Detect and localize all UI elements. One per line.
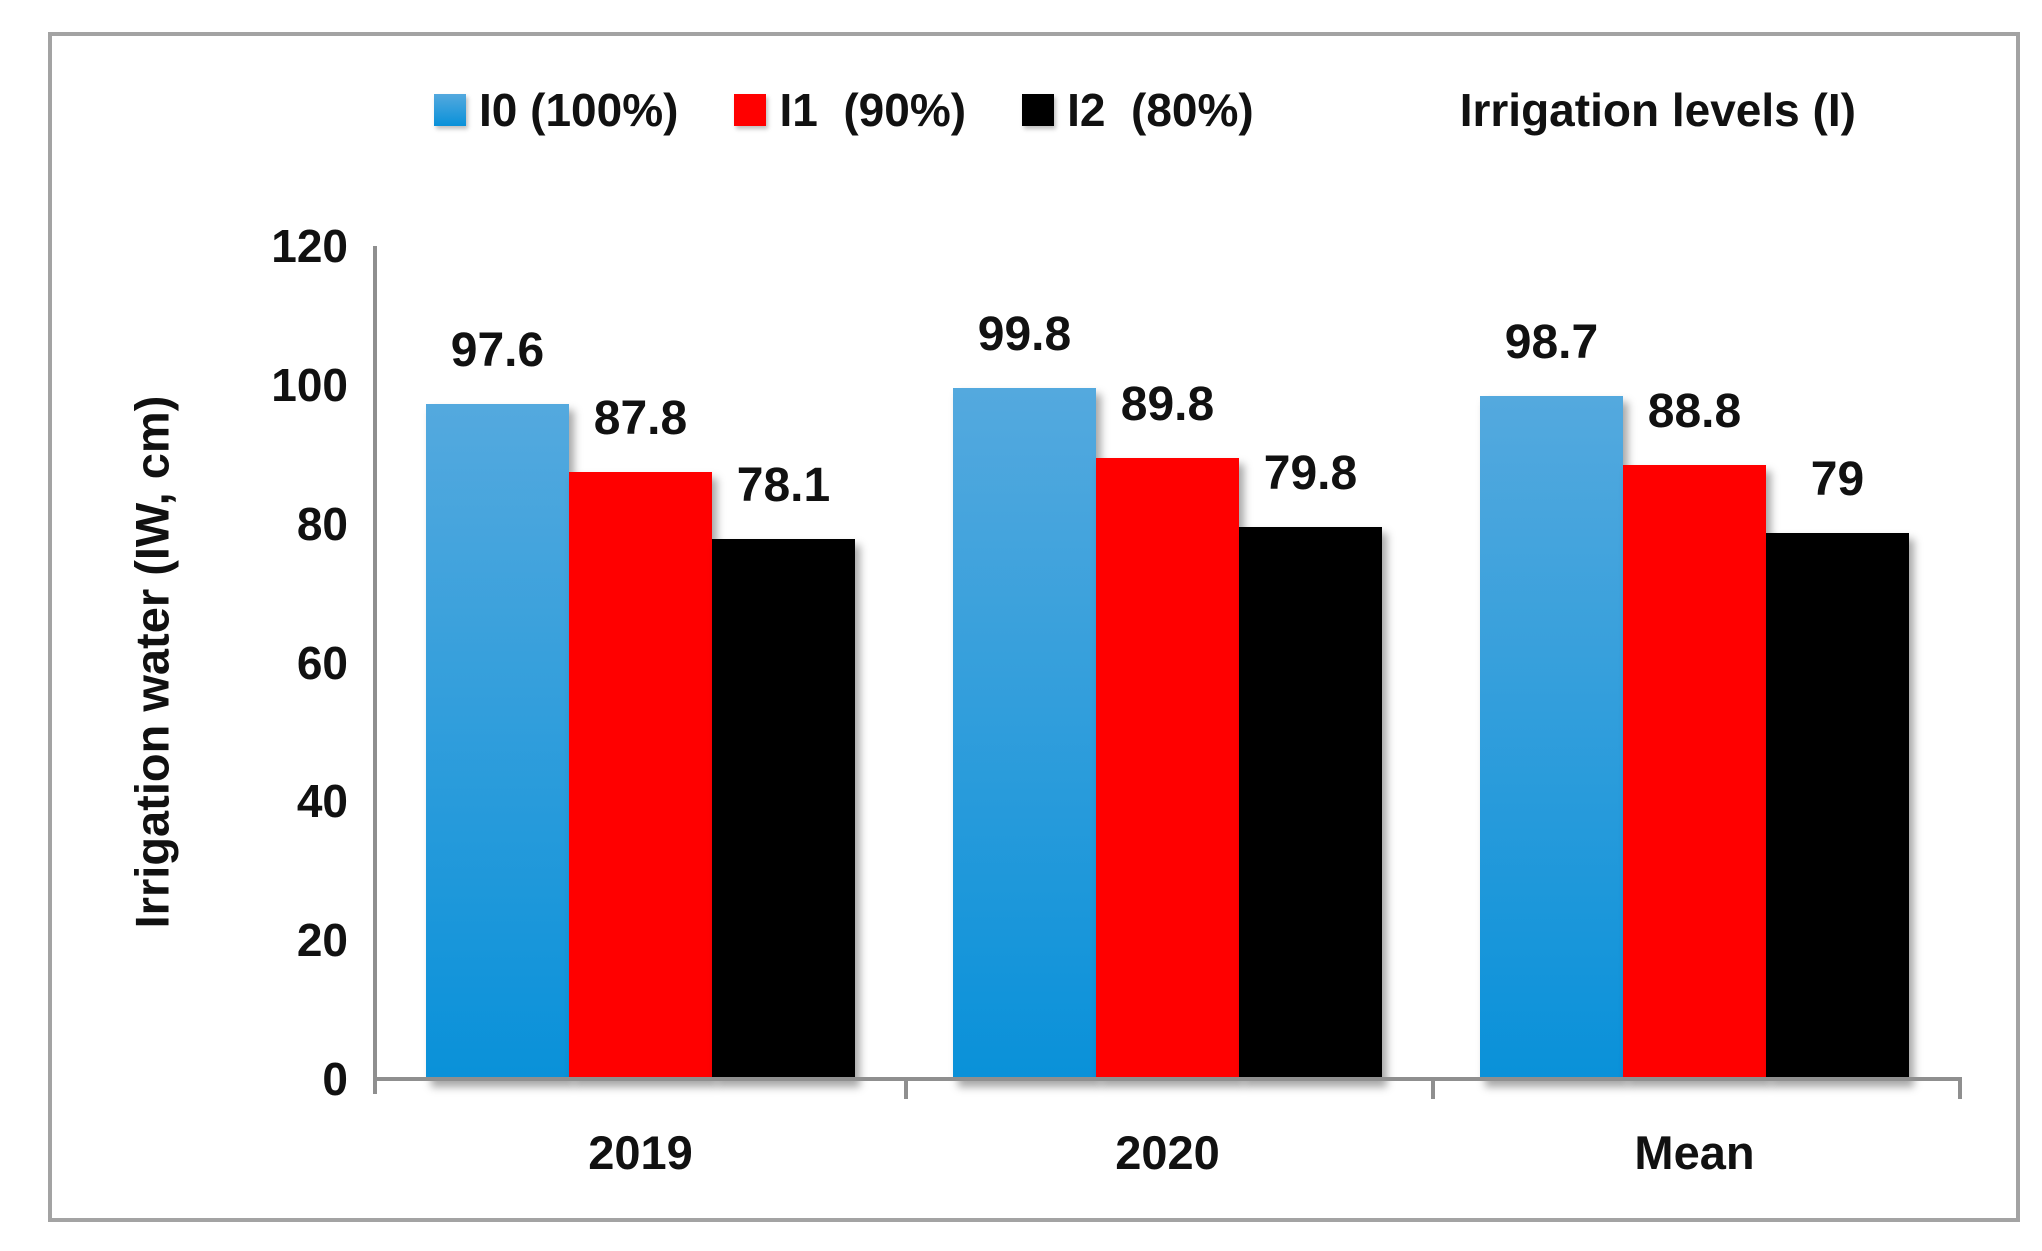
x-category-label: 2019	[588, 1126, 693, 1179]
chart-frame: I0 (100%) I1 (90%) I2 (80%) Irrigation leve…	[48, 32, 2020, 1222]
bar: 88.8	[1623, 385, 1766, 1081]
bar: 97.6	[426, 324, 569, 1081]
y-tick-label: 100	[271, 358, 348, 411]
legend: I0 (100%) I1 (90%) I2 (80%) Irrigation leve…	[434, 84, 1856, 136]
y-tick-label: 0	[322, 1053, 348, 1105]
legend-label: I0 (100%)	[479, 84, 679, 136]
bar-value-label: 99.8	[977, 308, 1072, 362]
axis-tick	[1958, 1077, 1962, 1099]
y-tick-label: 120	[271, 220, 348, 272]
y-axis-tick-labels: 0 20 40 60 80 100 120	[52, 36, 352, 1218]
axis-tick	[1431, 1077, 1435, 1099]
legend-label: I2 (80%)	[1067, 84, 1254, 136]
legend-swatch	[434, 94, 466, 126]
axis-tick	[904, 1077, 908, 1099]
bar-value-label: 79.8	[1263, 447, 1358, 501]
bar-value-label: 97.6	[450, 323, 545, 377]
bar-group: 99.8 89.8 79.8	[953, 246, 1382, 1081]
legend-item: I0 (100%)	[434, 83, 678, 137]
bar: 99.8	[953, 308, 1096, 1081]
bar: 89.8	[1096, 378, 1239, 1081]
bar: 78.1	[712, 459, 855, 1081]
y-tick-label: 60	[296, 636, 348, 689]
y-tick-label: 80	[296, 497, 348, 550]
bar-value-label: 87.8	[593, 391, 688, 445]
legend-swatch	[1022, 94, 1055, 126]
y-axis-line	[373, 246, 377, 1094]
legend-label: I1 (90%)	[779, 84, 967, 136]
bar-value-label: 88.8	[1647, 384, 1742, 438]
bar-group: 98.7 88.8 79	[1480, 246, 1909, 1081]
legend-swatch	[734, 94, 767, 126]
bar-value-label: 78.1	[736, 458, 831, 512]
bar: 87.8	[569, 392, 712, 1081]
bar: 79.8	[1239, 447, 1382, 1081]
bar-group: 97.6 87.8 78.1	[426, 246, 855, 1081]
x-category-label: Mean	[1634, 1126, 1755, 1179]
y-tick-label: 40	[296, 775, 348, 828]
bar-value-label: 89.8	[1120, 377, 1215, 431]
legend-item: I1 (90%)	[734, 83, 966, 137]
x-category-label: 2020	[1115, 1126, 1220, 1179]
plot-area: 97.6 87.8 78.1 99.8 89.8 79.8 98.7 88.8 79	[52, 36, 2016, 1218]
legend-item: I2 (80%)	[1022, 83, 1254, 137]
y-tick-label: 20	[296, 914, 348, 967]
legend-title: Irrigation levels (I)	[1459, 84, 1856, 136]
bar-value-label: 98.7	[1504, 315, 1599, 369]
bar-value-label: 79	[1810, 452, 1865, 506]
x-axis-category-labels: 2019 2020 Mean	[52, 36, 2016, 1218]
bar: 98.7	[1480, 316, 1623, 1081]
bar: 79	[1766, 453, 1909, 1081]
x-axis-line	[373, 1077, 1961, 1081]
